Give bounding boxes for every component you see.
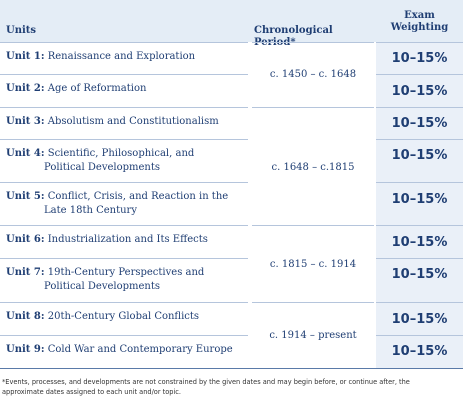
weighting-cell-6: 10–15%: [376, 225, 463, 258]
unit-title: 20th-Century Global Conflicts: [47, 311, 200, 322]
footnote: *Events, processes, and developments are…: [2, 377, 461, 397]
unit-title-line2: Political Developments: [44, 162, 161, 173]
unit-text: Unit 3: Absolutism and Constitutionalism: [6, 115, 244, 129]
unit-text: Unit 2: Age of Reformation: [6, 82, 244, 96]
unit-row-4: Unit 4: Scientific, Philosophical, and Po…: [0, 139, 248, 182]
header-exam-weighting: Exam Weighting: [376, 10, 463, 34]
weighting-cell-2: 10–15%: [376, 74, 463, 107]
unit-title-line2: Political Developments: [44, 281, 161, 292]
period-text: c. 1648 – c.1815: [271, 162, 355, 173]
footnote-line1: *Events, processes, and developments are…: [2, 378, 410, 386]
unit-row-5: Unit 5: Conflict, Crisis, and Reaction i…: [0, 182, 248, 225]
unit-label: Unit 6:: [6, 234, 45, 245]
weighting-column-background: [376, 42, 463, 368]
period-group-2: c. 1648 – c.1815: [252, 107, 374, 225]
unit-title: Industrialization and Its Effects: [47, 234, 208, 245]
header-exam-line1: Exam: [404, 10, 435, 21]
unit-label: Unit 3:: [6, 116, 45, 127]
period-text: c. 1815 – c. 1914: [269, 259, 357, 270]
weighting-value: 10–15%: [391, 148, 448, 163]
weighting-value: 10–15%: [391, 192, 448, 207]
unit-title: Scientific, Philosophical, and: [47, 148, 195, 159]
unit-label: Unit 2:: [6, 83, 45, 94]
unit-title: Cold War and Contemporary Europe: [47, 344, 233, 355]
weighting-cell-7: 10–15%: [376, 258, 463, 302]
weighting-value: 10–15%: [391, 312, 448, 327]
weighting-value: 10–15%: [391, 267, 448, 282]
weighting-cell-4: 10–15%: [376, 139, 463, 182]
unit-title: 19th-Century Perspectives and: [47, 267, 205, 278]
unit-label: Unit 4:: [6, 148, 45, 159]
unit-label: Unit 5:: [6, 191, 45, 202]
unit-label: Unit 7:: [6, 267, 45, 278]
unit-row-3: Unit 3: Absolutism and Constitutionalism: [0, 107, 248, 139]
period-text: c. 1914 – present: [269, 330, 357, 341]
table-bottom-rule: [0, 368, 463, 369]
unit-row-1: Unit 1: Renaissance and Exploration: [0, 42, 248, 74]
unit-label: Unit 1:: [6, 51, 45, 62]
unit-title: Renaissance and Exploration: [47, 51, 196, 62]
period-group-1: c. 1450 – c. 1648: [252, 42, 374, 107]
weighting-cell-3: 10–15%: [376, 107, 463, 139]
unit-title: Age of Reformation: [47, 83, 147, 94]
weighting-value: 10–15%: [391, 235, 448, 250]
unit-text: Unit 6: Industrialization and Its Effect…: [6, 233, 244, 247]
weighting-value: 10–15%: [391, 84, 448, 99]
unit-row-8: Unit 8: 20th-Century Global Conflicts: [0, 302, 248, 335]
unit-row-7: Unit 7: 19th-Century Perspectives and Pol…: [0, 258, 248, 302]
unit-label: Unit 8:: [6, 311, 45, 322]
weighting-value: 10–15%: [391, 116, 448, 131]
table-header: Units Chronological Period* Exam Weighti…: [0, 0, 463, 48]
unit-title: Absolutism and Constitutionalism: [47, 116, 219, 127]
weighting-value: 10–15%: [391, 344, 448, 359]
weighting-value: 10–15%: [391, 51, 448, 66]
weighting-cell-1: 10–15%: [376, 42, 463, 74]
unit-title-line2: Late 18th Century: [44, 205, 137, 216]
unit-label: Unit 9:: [6, 344, 45, 355]
header-exam-line2: Weighting: [390, 22, 449, 33]
unit-text: Unit 5: Conflict, Crisis, and Reaction i…: [6, 190, 244, 218]
header-units: Units: [6, 25, 37, 36]
unit-text: Unit 8: 20th-Century Global Conflicts: [6, 310, 244, 324]
unit-title: Conflict, Crisis, and Reaction in the: [47, 191, 229, 202]
weighting-cell-9: 10–15%: [376, 335, 463, 368]
unit-row-6: Unit 6: Industrialization and Its Effect…: [0, 225, 248, 258]
period-group-4: c. 1914 – present: [252, 302, 374, 368]
unit-row-2: Unit 2: Age of Reformation: [0, 74, 248, 107]
unit-text: Unit 7: 19th-Century Perspectives and Pol…: [6, 266, 244, 294]
unit-text: Unit 1: Renaissance and Exploration: [6, 50, 244, 64]
unit-text: Unit 4: Scientific, Philosophical, and Po…: [6, 147, 244, 175]
footnote-line2: approximate dates assigned to each unit …: [2, 388, 182, 396]
weighting-cell-5: 10–15%: [376, 182, 463, 225]
unit-text: Unit 9: Cold War and Contemporary Europe: [6, 343, 244, 357]
period-text: c. 1450 – c. 1648: [269, 69, 357, 80]
unit-row-9: Unit 9: Cold War and Contemporary Europe: [0, 335, 248, 368]
weighting-cell-8: 10–15%: [376, 302, 463, 335]
period-group-3: c. 1815 – c. 1914: [252, 225, 374, 302]
